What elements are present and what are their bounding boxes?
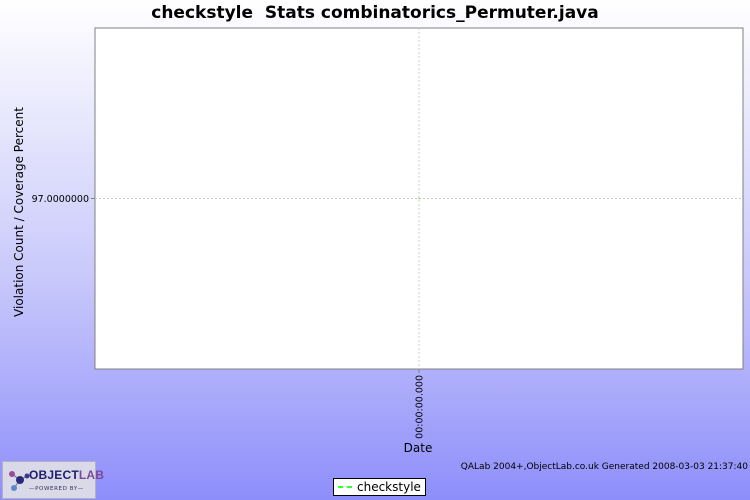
- legend-swatch-checkstyle: [338, 486, 352, 488]
- y-tick-label: 97.0000000: [32, 194, 89, 205]
- y-axis-label: Violation Count / Coverage Percent: [12, 107, 26, 317]
- x-tick-label: 00:00:00.000: [415, 375, 426, 439]
- legend-label-checkstyle: checkstyle: [357, 480, 421, 494]
- legend: checkstyle: [333, 478, 426, 496]
- objectlab-logo: OBJECTLAB —POWERED BY—: [2, 461, 104, 499]
- x-axis-label: Date: [404, 441, 433, 455]
- logo-brand: OBJECTLAB: [29, 468, 105, 482]
- chart-title: checkstyle Stats combinatorics_Permuter.…: [151, 3, 599, 23]
- ticks: 97.0000000 00:00:00.000: [32, 194, 426, 439]
- series-point-checkstyle: [418, 197, 420, 200]
- molecule-icon: [9, 471, 30, 491]
- logo-tagline: —POWERED BY—: [29, 486, 84, 492]
- generated-footer: QALab 2004+,ObjectLab.co.uk Generated 20…: [460, 462, 748, 472]
